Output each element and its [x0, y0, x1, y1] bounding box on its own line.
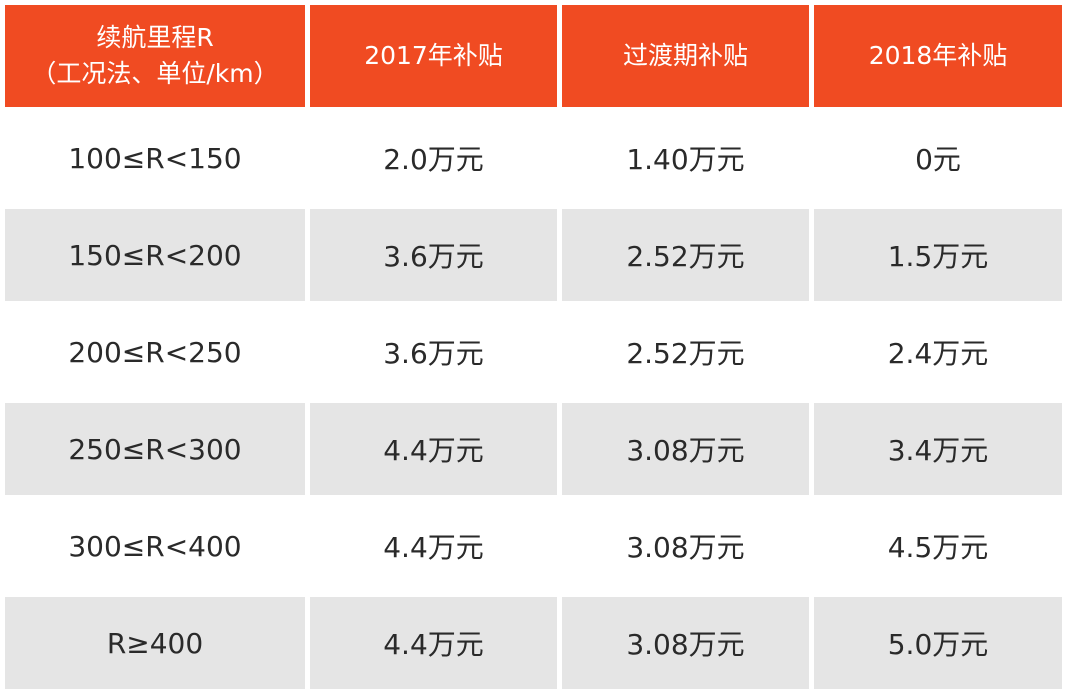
table-cell: 3.6万元	[310, 306, 557, 398]
cell-text: 3.08万元	[626, 531, 745, 564]
cell-text: 4.4万元	[383, 531, 484, 564]
table-cell: 1.5万元	[814, 209, 1062, 301]
table-cell: 3.08万元	[562, 500, 809, 592]
header-text: 2017年补贴	[364, 41, 503, 70]
table-cell: 1.40万元	[562, 112, 809, 204]
table-cell: 4.4万元	[310, 597, 557, 689]
cell-text: 4.4万元	[383, 434, 484, 467]
cell-text: 3.6万元	[383, 240, 484, 273]
header-cell: 续航里程R （工况法、单位/km）	[5, 5, 305, 107]
cell-text: 0元	[915, 143, 961, 176]
header-cell: 过渡期补贴	[562, 5, 809, 107]
table-cell: 250≤R<300	[5, 403, 305, 495]
table-cell: 2.52万元	[562, 209, 809, 301]
header-cell: 2017年补贴	[310, 5, 557, 107]
table-cell: 300≤R<400	[5, 500, 305, 592]
table-cell: 150≤R<200	[5, 209, 305, 301]
table-cell: 4.4万元	[310, 500, 557, 592]
header-text: 过渡期补贴	[622, 41, 748, 70]
header-text: 续航里程R	[96, 23, 214, 52]
cell-text: 3.6万元	[383, 337, 484, 370]
table-cell: 100≤R<150	[5, 112, 305, 204]
cell-text: 4.4万元	[383, 628, 484, 661]
cell-text: 5.0万元	[887, 628, 989, 661]
header-cell: 2018年补贴	[814, 5, 1062, 107]
cell-text: 3.08万元	[626, 434, 745, 467]
table-cell: 3.08万元	[562, 597, 809, 689]
cell-text: 200≤R<250	[68, 335, 242, 369]
cell-text: 1.5万元	[887, 240, 989, 273]
table-cell: 2.52万元	[562, 306, 809, 398]
cell-text: 2.0万元	[383, 143, 484, 176]
table-cell: 4.5万元	[814, 500, 1062, 592]
table-cell: 4.4万元	[310, 403, 557, 495]
table-cell: 2.4万元	[814, 306, 1062, 398]
table-cell: 200≤R<250	[5, 306, 305, 398]
cell-text: 250≤R<300	[68, 432, 242, 466]
table-cell: 2.0万元	[310, 112, 557, 204]
header-text: （工况法、单位/km）	[31, 59, 279, 88]
cell-text: 2.52万元	[626, 337, 745, 370]
table-cell: R≥400	[5, 597, 305, 689]
cell-text: 100≤R<150	[68, 141, 242, 175]
table-cell: 0元	[814, 112, 1062, 204]
cell-text: 3.4万元	[887, 434, 989, 467]
cell-text: 4.5万元	[887, 531, 989, 564]
table-cell: 5.0万元	[814, 597, 1062, 689]
cell-text: 1.40万元	[626, 143, 745, 176]
cell-text: 2.4万元	[887, 337, 989, 370]
header-text: 2018年补贴	[868, 41, 1008, 70]
table-cell: 3.08万元	[562, 403, 809, 495]
cell-text: 150≤R<200	[68, 238, 242, 272]
cell-text: 300≤R<400	[68, 529, 242, 563]
table-cell: 3.6万元	[310, 209, 557, 301]
cell-text: 2.52万元	[626, 240, 745, 273]
cell-text: 3.08万元	[626, 628, 745, 661]
table-cell: 3.4万元	[814, 403, 1062, 495]
cell-text: R≥400	[106, 626, 204, 660]
